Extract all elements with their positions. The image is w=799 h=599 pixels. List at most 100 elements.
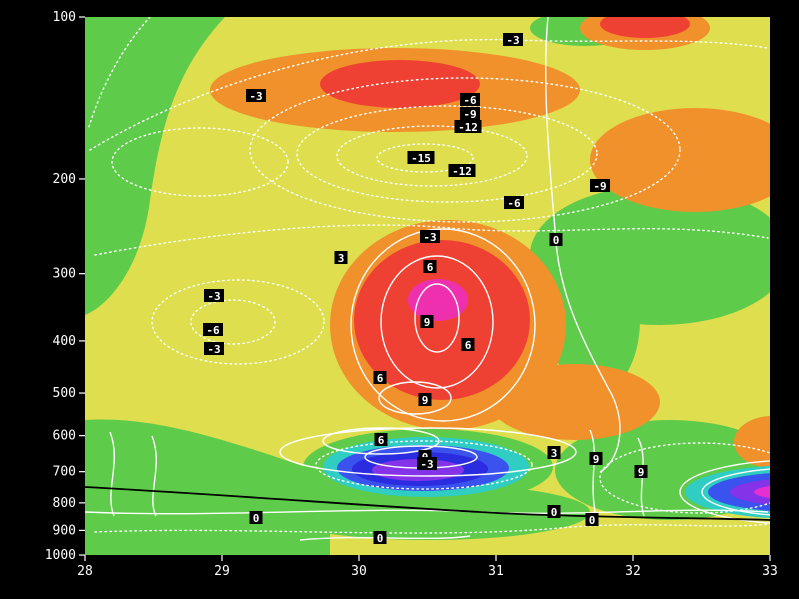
contour-label-text: -6 [463, 94, 477, 107]
contour-label-text: -3 [207, 343, 220, 356]
contour-label-text: 6 [427, 261, 434, 274]
contour-label: 3 [547, 446, 561, 460]
contour-label: 0 [585, 513, 599, 527]
contour-line-solid [279, 427, 577, 477]
fill-region [734, 416, 770, 468]
contour-line-dotted [599, 442, 770, 514]
contour-line-solid [322, 427, 440, 455]
contour-label-box [420, 315, 434, 328]
contour-label: -6 [203, 323, 223, 337]
contour-line-dotted [336, 125, 528, 187]
y-axis-tick-label: 300 [53, 267, 76, 282]
contour-label-box [504, 196, 524, 209]
x-axis-tick-label: 29 [214, 564, 230, 579]
contour-label: 0 [547, 505, 561, 519]
contour-line-dotted [190, 299, 276, 345]
contour-line-solid [151, 435, 157, 517]
contour-lines [85, 17, 770, 541]
contour-label-text: -9 [463, 108, 476, 121]
contour-label-box [448, 164, 476, 177]
x-axis-tick-label: 28 [77, 564, 93, 579]
contour-label-box [590, 179, 610, 192]
contour-label: 0 [549, 233, 563, 247]
contour-line-solid [350, 228, 536, 422]
contour-label: -3 [503, 33, 523, 47]
contour-line-solid [414, 283, 460, 353]
contour-label-box [204, 342, 224, 355]
contour-label: -6 [504, 196, 524, 210]
contour-line-solid [589, 429, 597, 517]
fill-region [730, 479, 770, 505]
contour-label-box [460, 107, 480, 120]
contour-label-box [423, 260, 437, 273]
y-axis-tick-label: 500 [53, 386, 76, 401]
fill-region [754, 485, 770, 499]
contour-label: -3 [417, 457, 437, 471]
contour-line-dotted [315, 440, 533, 490]
contour-label: 3 [334, 251, 348, 265]
contour-label: 0 [249, 511, 263, 525]
y-axis-tick-label: 600 [53, 429, 76, 444]
contour-label-box [249, 511, 263, 524]
contour-label-box [634, 465, 648, 478]
contour-label: -3 [204, 289, 224, 303]
contour-label-text: 0 [253, 512, 260, 525]
contour-line-solid [545, 17, 621, 473]
x-axis: 28 29 30 31 32 33 [77, 555, 778, 579]
contour-label: -9 [460, 107, 480, 121]
contour-label-box [585, 513, 599, 526]
contour-line-dotted [249, 77, 681, 223]
contour-label-text: 3 [338, 252, 345, 265]
contour-label-text: -3 [420, 458, 433, 471]
contour-label-text: 9 [593, 453, 600, 466]
fill-region [320, 60, 480, 108]
contour-label-box [203, 323, 223, 336]
contour-label-text: -3 [506, 34, 519, 47]
contour-line-dotted [94, 224, 769, 256]
fill-region [408, 279, 468, 321]
contour-line-solid [679, 460, 770, 524]
contour-label-box [204, 289, 224, 302]
y-axis-tick-label: 100 [53, 10, 76, 25]
contour-label-text: 0 [377, 532, 384, 545]
fill-region [270, 484, 590, 540]
contour-line-solid [109, 431, 115, 517]
contour-label-text: 0 [589, 514, 596, 527]
contour-label-box [417, 457, 437, 470]
contour-label-box [334, 251, 348, 264]
contour-label: 0 [373, 531, 387, 545]
fill-region [85, 419, 330, 555]
contour-label-box [454, 120, 482, 133]
contour-label-text: 0 [551, 506, 558, 519]
contour-label-box [460, 93, 480, 106]
fill-region [590, 108, 770, 212]
contour-label-text: 6 [378, 434, 385, 447]
contour-label-text: -3 [249, 90, 262, 103]
contour-label-box [407, 151, 435, 164]
contour-label-box [374, 433, 388, 446]
contour-label: -15 [407, 151, 435, 165]
contour-label: 6 [374, 433, 388, 447]
x-axis-tick-label: 31 [488, 564, 504, 579]
y-axis-tick-label: 900 [53, 523, 76, 538]
contour-label: -3 [204, 342, 224, 356]
y-axis-tick-label: 400 [53, 334, 76, 349]
contour-label-box [373, 531, 387, 544]
contour-label: -6 [460, 93, 480, 107]
contour-label: 9 [418, 393, 432, 407]
contour-label-box [547, 505, 561, 518]
contour-label-text: -3 [423, 231, 436, 244]
contour-line-solid [378, 381, 452, 415]
contour-line-dotted [151, 279, 325, 365]
contour-label-text: 6 [465, 339, 472, 352]
y-axis-tick-label: 200 [53, 172, 76, 187]
contour-line-dotted [296, 105, 598, 203]
contour-label-box [549, 233, 563, 246]
contour-line-dotted [94, 523, 769, 534]
fill-region [550, 245, 640, 395]
contour-label-box [373, 371, 387, 384]
contour-labels: -3-3-6-9-12-15-12-9-6-3036-39-66-3696309… [203, 33, 648, 545]
contour-label-box [461, 338, 475, 351]
x-axis-tick-label: 30 [351, 564, 367, 579]
